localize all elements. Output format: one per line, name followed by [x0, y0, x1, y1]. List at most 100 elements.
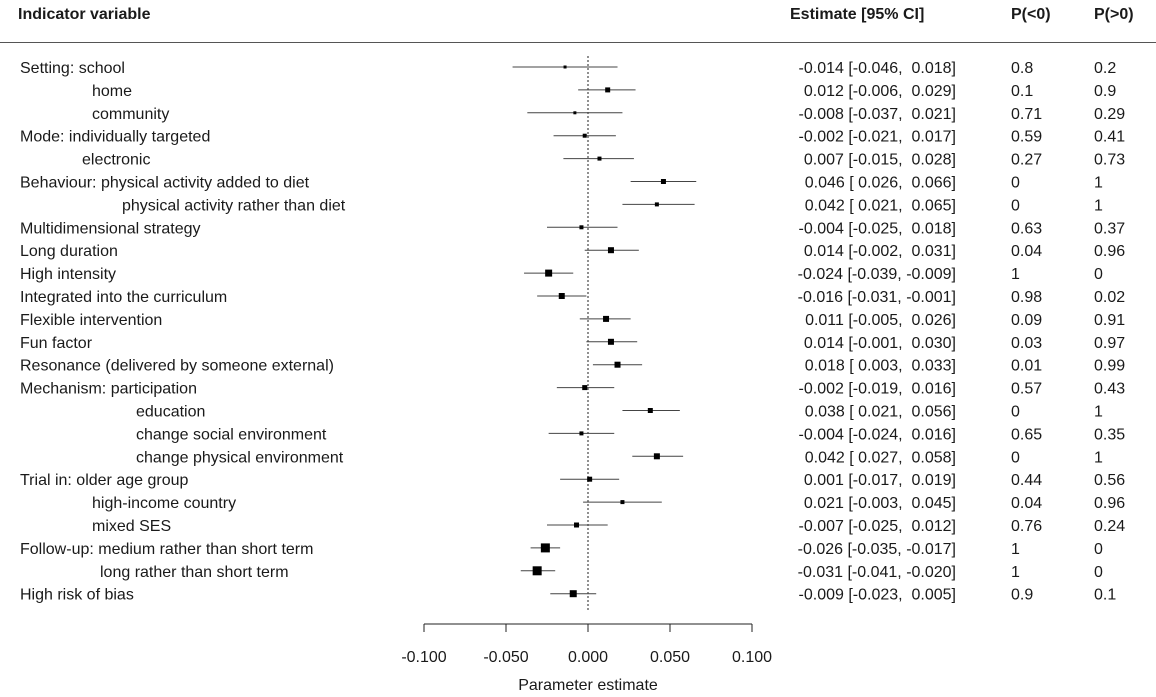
row-label: long rather than short term — [100, 564, 289, 581]
point-estimate-marker — [603, 315, 610, 322]
point-estimate-marker — [579, 225, 584, 230]
row-label: Mode: individually targeted — [20, 129, 210, 146]
p-gt0-value: 0.29 — [1094, 106, 1125, 123]
p-lt0-value: 0.63 — [1011, 220, 1042, 237]
row-label: community — [92, 106, 169, 123]
estimate-ci-text: 0.038 [ 0.021, 0.056] — [805, 404, 956, 421]
p-gt0-value: 0.91 — [1094, 312, 1125, 329]
p-gt0-value: 0.99 — [1094, 358, 1125, 375]
p-lt0-value: 0.65 — [1011, 426, 1042, 443]
p-lt0-value: 0 — [1011, 404, 1020, 421]
estimate-ci-text: 0.042 [ 0.021, 0.065] — [805, 197, 956, 214]
row-label: education — [136, 404, 205, 421]
row-label: Multidimensional strategy — [20, 220, 201, 237]
point-estimate-marker — [607, 247, 614, 254]
p-lt0-value: 0.03 — [1011, 335, 1042, 352]
estimate-ci-text: -0.004 [-0.025, 0.018] — [799, 220, 956, 237]
point-estimate-marker — [574, 522, 580, 528]
x-tick-label: 0.100 — [732, 649, 772, 666]
estimate-ci-text: 0.046 [ 0.026, 0.066] — [805, 175, 956, 192]
p-gt0-value: 0.41 — [1094, 129, 1125, 146]
p-gt0-value: 0.96 — [1094, 495, 1125, 512]
p-lt0-value: 0.59 — [1011, 129, 1042, 146]
row-label: Follow-up: medium rather than short term — [20, 541, 313, 558]
row-label: home — [92, 83, 132, 100]
x-tick-label: 0.050 — [650, 649, 690, 666]
p-gt0-value: 0.56 — [1094, 472, 1125, 489]
estimate-ci-text: 0.012 [-0.006, 0.029] — [804, 83, 956, 100]
estimate-ci-text: 0.014 [-0.002, 0.031] — [804, 243, 956, 260]
point-estimate-marker — [563, 65, 567, 69]
estimate-ci-text: -0.016 [-0.031, -0.001] — [798, 289, 956, 306]
p-lt0-value: 0.98 — [1011, 289, 1042, 306]
point-estimate-marker — [607, 338, 614, 345]
point-estimate-marker — [540, 543, 550, 553]
row-label: high-income country — [92, 495, 236, 512]
p-lt0-value: 0.09 — [1011, 312, 1042, 329]
p-lt0-value: 0.1 — [1011, 83, 1033, 100]
estimate-ci-text: -0.024 [-0.039, -0.009] — [798, 266, 956, 283]
row-label: change social environment — [136, 426, 327, 443]
row-label: Flexible intervention — [20, 312, 162, 329]
p-gt0-value: 0.2 — [1094, 60, 1116, 77]
header-estimate: Estimate [95% CI] — [790, 6, 925, 23]
row-label: change physical environment — [136, 449, 344, 466]
point-estimate-marker — [654, 202, 659, 207]
estimate-ci-text: -0.002 [-0.019, 0.016] — [799, 381, 956, 398]
row-label: Long duration — [20, 243, 118, 260]
p-gt0-value: 0.97 — [1094, 335, 1125, 352]
p-lt0-value: 0.8 — [1011, 60, 1033, 77]
point-estimate-marker — [545, 269, 553, 277]
point-estimate-marker — [579, 431, 584, 436]
p-gt0-value: 0 — [1094, 564, 1103, 581]
p-gt0-value: 0.43 — [1094, 381, 1125, 398]
row-label: mixed SES — [92, 518, 171, 535]
point-estimate-marker — [647, 408, 653, 413]
p-gt0-value: 0.02 — [1094, 289, 1125, 306]
p-lt0-value: 0.04 — [1011, 495, 1042, 512]
row-label: Setting: school — [20, 60, 125, 77]
point-estimate-marker — [620, 500, 625, 505]
header-p-gt0: P(>0) — [1094, 6, 1134, 23]
x-tick-label: -0.100 — [401, 649, 446, 666]
p-lt0-value: 0.71 — [1011, 106, 1042, 123]
row-label: Mechanism: participation — [20, 381, 197, 398]
p-gt0-value: 0.73 — [1094, 152, 1125, 169]
point-estimate-marker — [597, 156, 602, 161]
estimate-ci-text: 0.021 [-0.003, 0.045] — [804, 495, 956, 512]
p-lt0-value: 0.01 — [1011, 358, 1042, 375]
row-label: High intensity — [20, 266, 116, 283]
estimate-ci-text: -0.002 [-0.021, 0.017] — [799, 129, 956, 146]
p-gt0-value: 1 — [1094, 175, 1103, 192]
row-label: Trial in: older age group — [20, 472, 188, 489]
row-label: Fun factor — [20, 335, 93, 352]
p-gt0-value: 0 — [1094, 266, 1103, 283]
p-lt0-value: 0.76 — [1011, 518, 1042, 535]
point-estimate-marker — [573, 111, 577, 115]
x-axis-label: Parameter estimate — [518, 677, 658, 694]
p-lt0-value: 0.04 — [1011, 243, 1042, 260]
p-lt0-value: 0.9 — [1011, 587, 1033, 604]
row-label: High risk of bias — [20, 587, 134, 604]
p-lt0-value: 0 — [1011, 197, 1020, 214]
p-gt0-value: 1 — [1094, 449, 1103, 466]
row-label: Integrated into the curriculum — [20, 289, 227, 306]
p-lt0-value: 0.44 — [1011, 472, 1042, 489]
estimate-ci-text: 0.001 [-0.017, 0.019] — [804, 472, 956, 489]
p-lt0-value: 0.57 — [1011, 381, 1042, 398]
p-gt0-value: 1 — [1094, 197, 1103, 214]
point-estimate-marker — [582, 133, 587, 138]
estimate-ci-text: 0.014 [-0.001, 0.030] — [804, 335, 956, 352]
p-gt0-value: 0.35 — [1094, 426, 1125, 443]
estimate-ci-text: -0.004 [-0.024, 0.016] — [799, 426, 956, 443]
estimate-ci-text: -0.009 [-0.023, 0.005] — [799, 587, 956, 604]
p-gt0-value: 0.96 — [1094, 243, 1125, 260]
point-estimate-marker — [614, 361, 621, 368]
p-lt0-value: 1 — [1011, 541, 1020, 558]
header-rule — [0, 42, 1156, 43]
estimate-ci-text: -0.008 [-0.037, 0.021] — [799, 106, 956, 123]
p-gt0-value: 0.1 — [1094, 587, 1116, 604]
row-label: Behaviour: physical activity added to di… — [20, 175, 310, 192]
point-estimate-marker — [558, 293, 565, 299]
